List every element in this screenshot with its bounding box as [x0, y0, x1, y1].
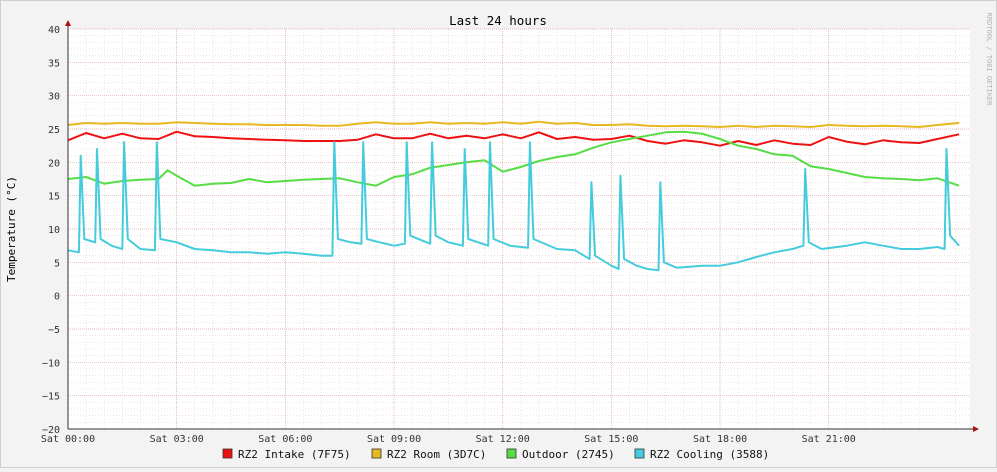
legend-swatch-3 — [506, 448, 517, 459]
x-tick-label: Sat 21:00 — [802, 434, 856, 445]
y-tick-label: 30 — [48, 92, 60, 103]
x-tick-label: Sat 18:00 — [693, 434, 747, 445]
y-axis-label: Temperature (°C) — [5, 176, 18, 282]
x-tick-label: Sat 03:00 — [150, 434, 204, 445]
y-tick-label: 5 — [54, 258, 60, 269]
x-axis-arrow-icon — [973, 426, 979, 432]
legend-label-2: RZ2 Room (3D7C) — [387, 448, 486, 461]
legend-label-3: Outdoor (2745) — [522, 448, 615, 461]
x-tick-label: Sat 09:00 — [367, 434, 421, 445]
x-tick-label: Sat 00:00 — [41, 434, 95, 445]
y-tick-label: −5 — [48, 325, 60, 336]
y-tick-label: 40 — [48, 25, 60, 36]
y-tick-label: 35 — [48, 58, 60, 69]
legend: RZ2 Intake (7F75) RZ2 Room (3D7C) Outdoor … — [222, 448, 769, 461]
y-tick-labels: 40 35 30 25 20 15 10 5 0 −5 −10 −15 −20 — [42, 25, 60, 436]
y-tick-label: −20 — [42, 425, 60, 436]
rrdtool-watermark: RRDTOOL / TOBI OETIKER — [985, 13, 993, 107]
x-tick-label: Sat 15:00 — [584, 434, 638, 445]
x-tick-label: Sat 12:00 — [476, 434, 530, 445]
legend-label-4: RZ2 Cooling (3588) — [650, 448, 769, 461]
legend-swatch-4 — [634, 448, 645, 459]
y-tick-label: 25 — [48, 125, 60, 136]
major-grid — [67, 28, 970, 430]
legend-swatch-1 — [222, 448, 233, 459]
legend-swatch-2 — [371, 448, 382, 459]
axes — [65, 20, 979, 432]
series-line-1 — [67, 130, 960, 147]
y-tick-label: 0 — [54, 292, 60, 303]
y-tick-label: −10 — [42, 358, 60, 369]
y-tick-label: 10 — [48, 225, 60, 236]
y-tick-label: 15 — [48, 192, 60, 203]
y-axis-arrow-icon — [65, 20, 71, 26]
x-tick-labels: Sat 00:00 Sat 03:00 Sat 06:00 Sat 09:00 Sat … — [41, 434, 856, 445]
chart-title: Last 24 hours — [449, 13, 547, 28]
series-line-2 — [67, 120, 960, 128]
legend-label-1: RZ2 Intake (7F75) — [238, 448, 351, 461]
y-tick-label: −15 — [42, 392, 60, 403]
series-line-3 — [67, 130, 960, 187]
series-layer — [67, 120, 960, 272]
series-line-4 — [67, 141, 960, 272]
x-tick-label: Sat 06:00 — [258, 434, 312, 445]
y-tick-label: 20 — [48, 158, 60, 169]
